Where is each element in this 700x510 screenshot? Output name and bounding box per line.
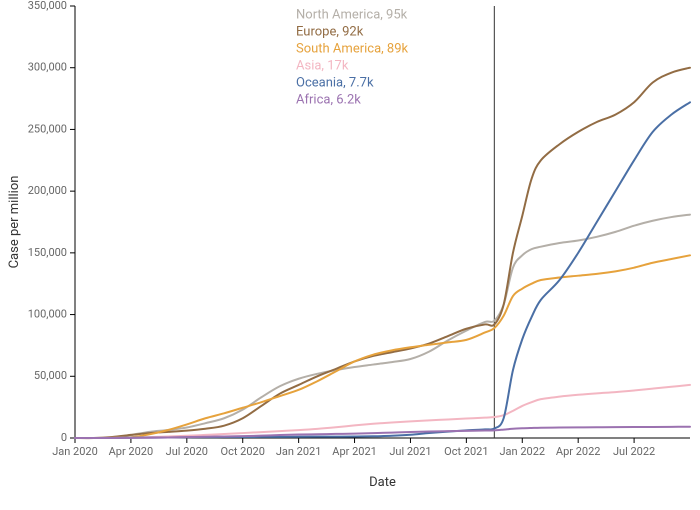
x-tick-label: Jan 2021 — [276, 445, 322, 458]
series-line-south-america — [75, 255, 690, 438]
series-line-north-america — [75, 215, 690, 438]
y-tick-label: 300,000 — [28, 61, 67, 74]
legend-label-oceania: Oceania, 7.7k — [296, 75, 374, 90]
y-tick-label: 100,000 — [28, 307, 67, 320]
y-axis-title: Case per million — [7, 176, 22, 269]
x-tick-label: Apr 2021 — [332, 445, 377, 458]
x-tick-label: Apr 2022 — [556, 445, 601, 458]
x-axis-title: Date — [369, 475, 396, 490]
y-tick-label: 50,000 — [34, 369, 67, 382]
x-tick-label: Jul 2020 — [166, 445, 208, 458]
legend-label-europe: Europe, 92k — [296, 24, 364, 39]
series-line-oceania — [75, 102, 690, 438]
legend-label-asia: Asia, 17k — [296, 58, 349, 73]
x-tick-label: Oct 2021 — [444, 445, 488, 458]
y-tick-label: 200,000 — [28, 184, 67, 197]
x-tick-label: Jan 2022 — [499, 445, 545, 458]
y-tick-label: 150,000 — [28, 246, 67, 259]
x-tick-label: Oct 2020 — [221, 445, 265, 458]
legend-label-south-america: South America, 89k — [296, 41, 409, 56]
x-tick-label: Jul 2022 — [613, 445, 655, 458]
x-tick-label: Apr 2020 — [109, 445, 154, 458]
y-tick-label: 250,000 — [28, 122, 67, 135]
legend-label-africa: Africa, 6.2k — [296, 92, 361, 107]
y-tick-label: 350,000 — [28, 0, 67, 12]
chart-svg: 0 50,000 100,000 150,000 200,000 250,000 300,0… — [0, 0, 700, 506]
y-tick-label: 0 — [61, 431, 67, 444]
x-tick-label: Jan 2020 — [52, 445, 98, 458]
series-line-europe — [75, 68, 690, 438]
chart-container: 0 50,000 100,000 150,000 200,000 250,000 300,0… — [0, 0, 700, 506]
legend-label-north-america: North America, 95k — [296, 7, 408, 22]
x-tick-label: Jul 2021 — [389, 445, 431, 458]
